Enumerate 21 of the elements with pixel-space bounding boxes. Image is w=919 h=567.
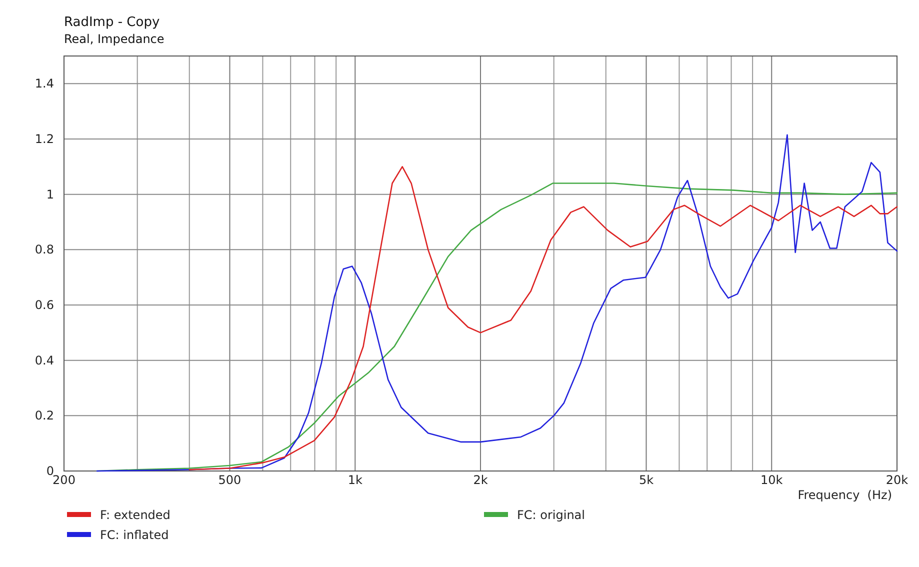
x-tick-label: 5k <box>638 473 654 487</box>
x-tick-label: 200 <box>52 473 76 487</box>
chart-title: RadImp - Copy <box>64 15 160 30</box>
legend-label: FC: original <box>517 508 585 522</box>
x-tick-label: 10k <box>760 473 783 487</box>
legend-label: F: extended <box>100 508 170 522</box>
x-tick-label: 1k <box>348 473 362 487</box>
y-tick-label: 1.4 <box>34 76 54 91</box>
legend-label: FC: inflated <box>100 528 169 542</box>
y-tick-label: 0.2 <box>34 408 54 423</box>
y-tick-label: 0.6 <box>34 298 54 312</box>
x-tick-label: 500 <box>218 473 242 487</box>
y-tick-label: 1.2 <box>34 132 54 146</box>
x-tick-label: 2k <box>473 473 488 487</box>
x-tick-label: 20k <box>886 473 908 487</box>
x-axis-title: Frequency (Hz) <box>798 488 892 502</box>
y-tick-label: 0.8 <box>34 242 54 257</box>
y-tick-label: 0 <box>46 464 54 478</box>
y-tick-label: 1 <box>46 187 54 202</box>
chart-subtitle: Real, Impedance <box>64 32 164 46</box>
y-tick-label: 0.4 <box>34 353 54 368</box>
